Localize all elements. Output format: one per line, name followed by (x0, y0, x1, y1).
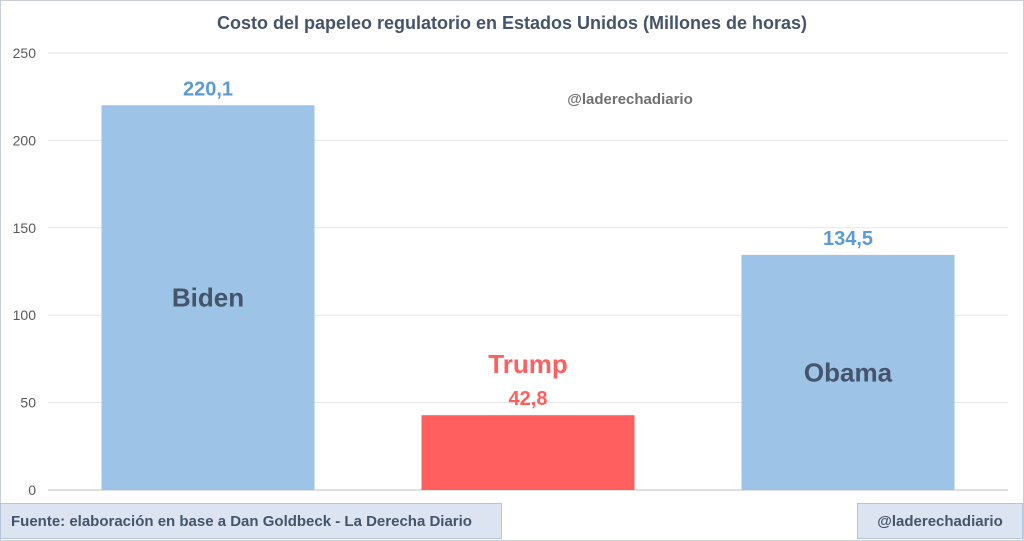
y-tick-label: 250 (13, 45, 37, 61)
bar-obama (741, 254, 955, 490)
chart-title: Costo del papeleo regulatorio en Estados… (217, 13, 807, 33)
y-tick-label: 200 (13, 132, 37, 148)
source-footer: Fuente: elaboración en base a Dan Goldbe… (0, 503, 502, 539)
y-tick-label: 50 (20, 395, 36, 411)
category-label: Biden (172, 283, 244, 313)
category-label: Obama (804, 357, 893, 387)
bar-labels: 220,1 Biden 42,8 Trump 134,5 Obama (172, 78, 893, 410)
value-label: 42,8 (509, 388, 548, 410)
y-tick-label: 100 (13, 307, 37, 323)
source-text: Fuente: elaboración en base a Dan Goldbe… (11, 512, 472, 530)
bar-trump (421, 415, 635, 490)
handle-text: @laderechadiario (877, 512, 1003, 530)
value-label: 134,5 (823, 228, 873, 250)
handle-footer: @laderechadiario (857, 503, 1023, 539)
value-label: 220,1 (183, 78, 233, 100)
y-tick-label: 0 (28, 482, 36, 498)
bars (101, 105, 955, 490)
category-label: Trump (488, 349, 567, 379)
bar-biden (101, 105, 315, 490)
y-tick-label: 150 (13, 220, 37, 236)
watermark-text: @laderechadiario (567, 91, 693, 108)
y-axis: 0 50 100 150 200 250 (13, 45, 37, 498)
